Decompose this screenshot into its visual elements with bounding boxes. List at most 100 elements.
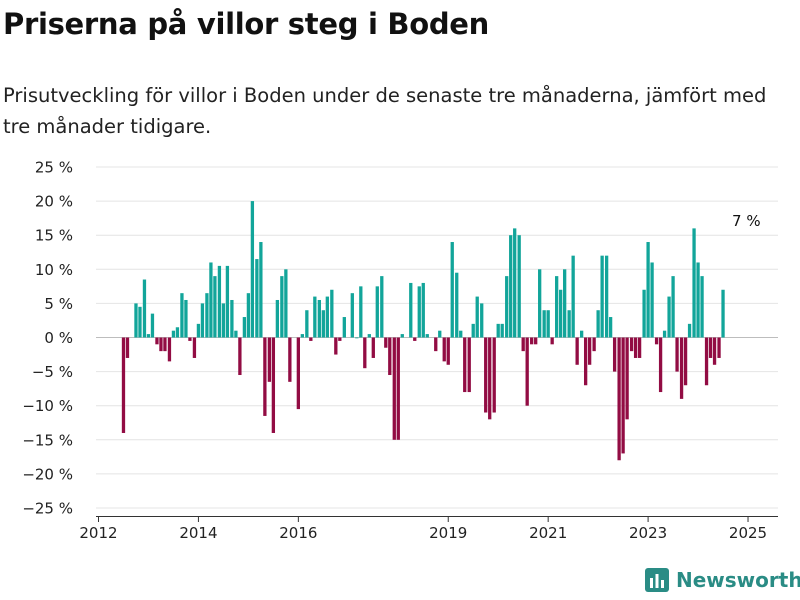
bar: [530, 337, 534, 345]
chart-annotations: 7 %: [732, 212, 761, 230]
bar: [359, 286, 363, 338]
bar: [583, 337, 588, 386]
bar: [484, 337, 488, 413]
newsworthy-logo[interactable]: Newsworthy: [644, 567, 800, 593]
bar: [259, 242, 263, 338]
bar: [230, 299, 234, 338]
bar: [255, 259, 259, 338]
bar: [246, 293, 251, 338]
bar: [417, 286, 421, 338]
bar: [450, 242, 454, 338]
bar: [446, 337, 450, 365]
x-tick-label: 2014: [179, 524, 217, 542]
bar: [196, 323, 201, 338]
bar: [200, 303, 205, 338]
bar: [675, 337, 679, 372]
y-tick-label: 0 %: [44, 329, 73, 347]
y-tick-label: 15 %: [35, 227, 73, 245]
bar: [221, 303, 226, 338]
bar: [242, 317, 247, 338]
bar: [155, 337, 159, 345]
bar: [325, 296, 329, 338]
bar: [525, 337, 529, 406]
bar: [388, 337, 392, 376]
bar: [305, 310, 309, 338]
bar: [225, 265, 230, 338]
bar: [238, 337, 242, 376]
y-tick-label: −15 %: [22, 431, 73, 449]
bar: [608, 317, 613, 338]
x-tick-label: 2021: [529, 524, 567, 542]
bar: [142, 279, 147, 338]
bar: [592, 337, 596, 352]
bar: [534, 337, 538, 345]
bar: [330, 289, 334, 338]
bar: [396, 337, 400, 440]
bar: [288, 337, 292, 382]
bar: [587, 337, 592, 365]
y-tick-label: −20 %: [22, 465, 73, 483]
bar: [629, 337, 634, 352]
bar: [717, 337, 721, 358]
bar: [637, 337, 642, 358]
bar: [134, 303, 138, 338]
bar: [617, 337, 621, 461]
bar: [271, 337, 276, 433]
chart-grid: [96, 166, 778, 509]
bar: [234, 330, 238, 338]
brand-name: Newsworthy: [676, 568, 800, 592]
bar: [413, 337, 417, 341]
bar: [409, 282, 413, 338]
bar: [692, 228, 696, 338]
bar: [696, 262, 700, 338]
bar: [400, 334, 404, 338]
bar: [309, 337, 313, 341]
bar: [671, 276, 675, 338]
bar: [625, 337, 629, 420]
bar: [563, 269, 567, 338]
bar: [146, 334, 151, 338]
x-tick-label: 2025: [729, 524, 767, 542]
bar: [188, 337, 192, 341]
bar: [621, 337, 625, 454]
y-tick-label: 10 %: [35, 261, 73, 279]
bar: [209, 262, 213, 338]
bar: [604, 255, 609, 338]
bar: [284, 269, 288, 338]
bar: [159, 337, 163, 352]
bar: [267, 337, 272, 382]
bar: [721, 289, 725, 338]
bar: [708, 337, 713, 358]
bar: [334, 337, 338, 355]
bar: [650, 262, 654, 338]
bar: [263, 337, 267, 416]
bar: [538, 269, 542, 338]
bar: [658, 337, 663, 393]
bar: [471, 323, 475, 338]
y-tick-label: −10 %: [22, 397, 73, 415]
bar: [384, 337, 388, 348]
bar: [550, 337, 554, 345]
x-axis: 2012 2014 2016 2019 2021 2023 2025: [79, 516, 778, 542]
last-value-label: 7 %: [732, 212, 761, 230]
bar: [217, 265, 222, 338]
y-tick-label: −5 %: [32, 363, 73, 381]
bar: [704, 337, 709, 386]
bar: [575, 337, 579, 365]
bar: [488, 337, 492, 420]
bar: [687, 323, 692, 338]
bar: [121, 337, 126, 433]
bar: [679, 337, 684, 399]
bar: [463, 337, 467, 393]
bar: [505, 276, 509, 338]
bar: [192, 337, 197, 358]
bar: [480, 303, 484, 338]
bar: [250, 201, 255, 338]
y-tick-label: 20 %: [35, 193, 73, 211]
y-axis: 25 % 20 % 15 % 10 % 5 % 0 % −5 % −10 % −15 % −20 …: [22, 159, 73, 518]
bar: [662, 330, 667, 338]
bar: [213, 276, 217, 338]
bar: [596, 310, 600, 338]
y-tick-label: 25 %: [35, 159, 73, 177]
